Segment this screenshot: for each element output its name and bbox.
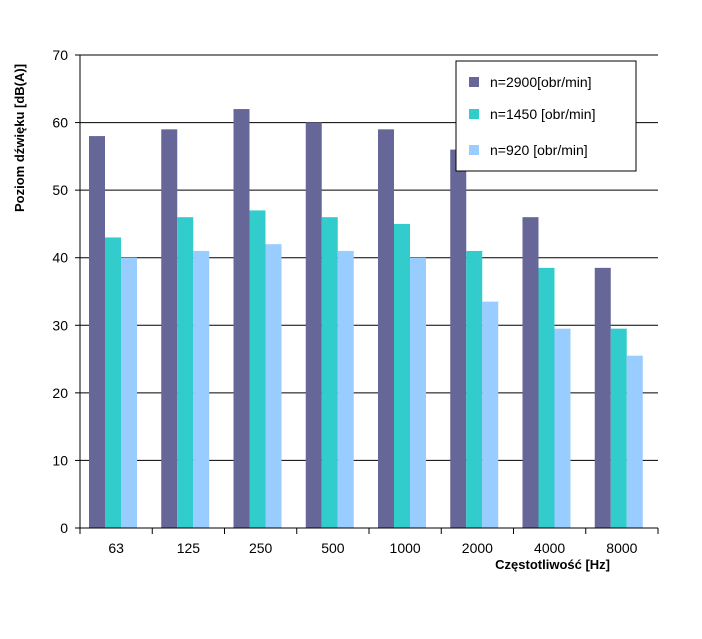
bar-8000-series-1 [594, 267, 611, 528]
bar-2000-series-1 [450, 149, 467, 528]
legend-label-2: n=1450 [obr/min] [490, 106, 595, 122]
x-axis-title: Częstotliwość [Hz] [495, 557, 610, 572]
y-tick-label: 40 [52, 250, 68, 266]
x-tick-label: 4000 [534, 540, 565, 556]
x-tick-label: 250 [249, 540, 273, 556]
bar-125-series-1 [161, 129, 178, 529]
legend-box [455, 60, 637, 172]
y-tick-label: 30 [52, 317, 68, 333]
bars [89, 109, 643, 529]
legend-label-3: n=920 [obr/min] [490, 142, 588, 158]
legend-label-1: n=2900[obr/min] [490, 74, 592, 90]
x-tick-label: 8000 [606, 540, 637, 556]
bar-500-series-1 [305, 122, 322, 529]
bar-500-series-2 [321, 217, 338, 528]
bar-250-series-3 [265, 244, 282, 528]
bar-500-series-3 [337, 250, 354, 528]
x-tick-label: 2000 [462, 540, 493, 556]
y-tick-label: 60 [52, 115, 68, 131]
y-tick-label: 10 [52, 452, 68, 468]
y-tick-label: 70 [52, 47, 68, 63]
bar-125-series-3 [193, 250, 210, 528]
legend-swatch-1 [469, 77, 479, 87]
x-tick-label: 63 [108, 540, 124, 556]
bar-8000-series-3 [626, 355, 643, 528]
bar-1000-series-3 [410, 257, 426, 528]
bar-1000-series-1 [378, 129, 394, 529]
bar-8000-series-2 [610, 328, 627, 528]
legend-swatch-2 [469, 109, 479, 119]
bar-4000-series-1 [522, 217, 539, 528]
y-tick-labels: 0 10 20 30 40 50 60 70 [52, 47, 80, 536]
bar-2000-series-3 [482, 301, 499, 528]
bar-1000-series-2 [394, 223, 410, 528]
legend-swatch-3 [469, 145, 479, 155]
bar-250-series-1 [233, 109, 250, 529]
bar-4000-series-3 [554, 328, 571, 528]
y-tick-label: 0 [60, 520, 68, 536]
y-tick-label: 50 [52, 182, 68, 198]
y-axis-title: Poziom dźwięku [dB(A)] [12, 64, 27, 212]
x-tick-label: 500 [321, 540, 345, 556]
bar-63-series-3 [121, 257, 137, 528]
bar-2000-series-2 [466, 250, 483, 528]
y-tick-label: 20 [52, 385, 68, 401]
bar-63-series-1 [89, 136, 105, 529]
bar-250-series-2 [249, 210, 266, 528]
x-tick-labels: 63 125 250 500 1000 2000 4000 8000 [79, 528, 659, 556]
bar-4000-series-2 [538, 267, 555, 528]
bar-63-series-2 [105, 237, 121, 528]
legend: n=2900[obr/min] n=1450 [obr/min] n=920 [… [455, 60, 637, 172]
x-tick-label: 1000 [390, 540, 421, 556]
x-tick-label: 125 [177, 540, 201, 556]
bar-125-series-2 [177, 217, 194, 528]
